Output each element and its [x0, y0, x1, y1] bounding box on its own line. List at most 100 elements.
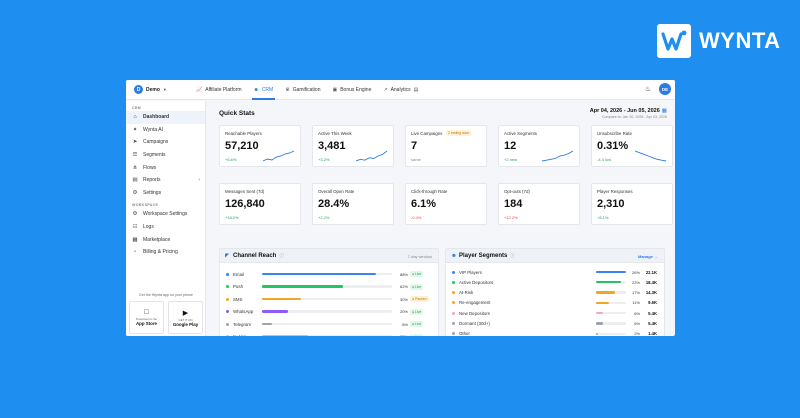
- app-window: D Demo ▼ 📈 Affiliate Platform ☻ CRM ♛ Ga…: [126, 80, 675, 336]
- tab-gamification[interactable]: ♛ Gamification: [279, 80, 326, 100]
- stat-label: Active Segments: [504, 131, 537, 136]
- channel-bar-fill: [262, 272, 377, 276]
- channel-bar: [262, 335, 392, 336]
- segment-dot: [452, 291, 455, 295]
- channel-row[interactable]: Push 62% ● Live: [220, 282, 438, 292]
- avatar[interactable]: DE: [659, 83, 671, 95]
- channel-dot: [226, 285, 229, 288]
- segment-row[interactable]: Dormant (30d+) 6% 5.4K: [446, 319, 664, 329]
- channel-row[interactable]: WhatsApp 20% ● Live: [220, 307, 438, 317]
- info-icon[interactable]: ⓘ: [279, 253, 284, 258]
- segment-row[interactable]: Active Depositors 22% 18.4K: [446, 277, 664, 287]
- stat-delta: +8.1%: [597, 215, 609, 220]
- date-range: Apr 04, 2026 - Jun 05, 2026: [589, 108, 660, 114]
- segment-bar-fill: [596, 332, 599, 335]
- channel-row[interactable]: SMS 30% ● Paused: [220, 294, 438, 304]
- stat-card[interactable]: Opt-outs (7d) 184 +12.2%: [498, 183, 580, 225]
- top-bar: D Demo ▼ 📈 Affiliate Platform ☻ CRM ♛ Ga…: [126, 80, 675, 100]
- channel-name: WhatsApp: [233, 309, 254, 314]
- stat-card[interactable]: Active This Week 3,481 +3.2%: [312, 125, 394, 167]
- sidebar-item-marketplace[interactable]: ▦ Marketplace: [126, 233, 205, 246]
- segment-row[interactable]: Other 2% 1.4K: [446, 329, 664, 336]
- google-play-button[interactable]: ▶ GET IT ON Google Play: [168, 301, 203, 334]
- store-small-text: Download on the: [136, 313, 157, 321]
- sidebar-item-billing[interactable]: ▫ Billing & Pricing: [126, 246, 205, 259]
- segment-count: 18.4K: [645, 279, 657, 285]
- date-range-picker[interactable]: Apr 04, 2026 - Jun 05, 2026 ▦ Compare to:…: [590, 108, 667, 119]
- stat-card[interactable]: Live Campaigns 2 ending soon 7 same: [405, 125, 487, 167]
- sparkline: [635, 150, 667, 162]
- tab-bonus-engine[interactable]: ▣ Bonus Engine: [326, 80, 377, 100]
- channel-bar: [262, 297, 392, 301]
- channel-percent: 88%: [399, 271, 408, 277]
- sidebar-item-flows[interactable]: ⋔ Flows: [126, 161, 205, 174]
- channel-name: Email: [233, 271, 244, 277]
- sidebar-item-settings[interactable]: ⚙ Settings: [126, 187, 205, 200]
- stat-card[interactable]: Click-through Rate 6.1% -0.4%: [405, 183, 487, 225]
- sidebar-item-segments[interactable]: ☰ Segments: [126, 149, 205, 162]
- segment-row[interactable]: Re-engagement 11% 9.6K: [446, 298, 664, 308]
- segment-row[interactable]: VIP Players 26% 22.1K: [446, 267, 664, 277]
- segment-count: 9.6K: [648, 300, 657, 306]
- bell-icon[interactable]: ♨: [644, 86, 651, 93]
- segment-dot: [452, 332, 455, 336]
- segment-count: 1.4K: [648, 331, 657, 336]
- channel-percent: 62%: [399, 284, 408, 289]
- app-store-button[interactable]:  Download on the App Store: [129, 301, 164, 334]
- tab-label: CRM: [261, 86, 274, 93]
- tab-affiliate-platform[interactable]: 📈 Affiliate Platform: [190, 80, 248, 100]
- player-segments-panel: ☻ Player Segments ⓘ Manage → VIP Players 2…: [445, 248, 665, 336]
- sidebar-item-label: Segments: [143, 152, 166, 159]
- sidebar-item-wynta-ai[interactable]: ✦ Wynta AI: [126, 124, 205, 137]
- sparkline-path: [635, 150, 667, 162]
- tab-analytics[interactable]: ↗ Analytics ▤: [377, 80, 427, 100]
- lock-icon: ▤: [413, 86, 419, 93]
- stat-card[interactable]: Player Responses 2,310 +8.1%: [591, 183, 673, 225]
- sidebar-item-logs[interactable]: ☷ Logs: [126, 221, 205, 234]
- sidebar-item-label: Settings: [143, 189, 162, 196]
- billing-icon: ▫: [134, 249, 136, 256]
- window-label: 7-day window: [407, 254, 432, 259]
- manage-link[interactable]: Manage →: [637, 254, 658, 259]
- flow-icon: ⋔: [132, 164, 138, 171]
- channel-bar: [262, 322, 392, 326]
- channel-row[interactable]: In-App 35%● Live: [220, 332, 438, 336]
- segment-row[interactable]: At-Risk 17% 14.3K: [446, 288, 664, 298]
- info-icon[interactable]: ⓘ: [510, 253, 515, 258]
- stat-card[interactable]: Overall Open Rate 28.4% +2.2%: [312, 183, 394, 225]
- stat-card[interactable]: Active Segments 12 +2 new: [498, 125, 580, 167]
- user-icon: ☻: [253, 86, 259, 93]
- google-play-icon: ▶: [182, 309, 189, 317]
- sidebar-item-dashboard[interactable]: ⌂ Dashboard: [126, 111, 205, 124]
- status-badge: ● Live: [410, 321, 424, 327]
- stat-label: Opt-outs (7d): [504, 189, 530, 194]
- workspace-switcher[interactable]: D Demo ▼: [134, 85, 190, 94]
- channel-name: SMS: [233, 296, 243, 302]
- panel-header: ☻ Player Segments ⓘ Manage →: [446, 249, 664, 263]
- stat-card[interactable]: Messages Sent (7d) 126,840 +18.2%: [219, 183, 301, 225]
- channel-dot: [226, 322, 229, 326]
- users-icon: ☻: [451, 253, 457, 259]
- logs-icon: ☷: [132, 224, 138, 231]
- channel-row[interactable]: Email 88% ● Live: [220, 269, 438, 279]
- stat-value: 184: [504, 198, 523, 210]
- stat-value: 3,481: [318, 140, 346, 152]
- tab-crm[interactable]: ☻ CRM: [248, 80, 280, 100]
- sidebar-item-workspace-settings[interactable]: ⚙ Workspace Settings: [126, 208, 205, 221]
- sparkle-icon: ✦: [132, 126, 138, 133]
- panel-title: Player Segments: [459, 253, 508, 259]
- stat-card[interactable]: Reachable Players 57,210 +6.6%: [219, 125, 301, 167]
- channel-row[interactable]: Telegram 8% ● Live: [220, 319, 438, 329]
- compare-range: Compare to: Jan 30, 2026 - Apr 03, 2026: [601, 115, 667, 119]
- channel-bar-fill: [262, 335, 308, 336]
- segment-count: 5.4K: [648, 321, 657, 326]
- stat-card[interactable]: Unsubscribe Rate 0.31% -4.4 low: [591, 125, 673, 167]
- sidebar-item-campaigns[interactable]: ➤ Campaigns: [126, 136, 205, 149]
- sparkline-path: [542, 150, 574, 162]
- tab-label: Affiliate Platform: [205, 86, 242, 93]
- segment-bar: [596, 322, 626, 325]
- channel-name: Push: [233, 284, 244, 289]
- sidebar-item-label: Marketplace: [143, 236, 171, 243]
- segment-row[interactable]: New Depositors 6% 5.4K: [446, 308, 664, 318]
- sidebar-item-reports[interactable]: ▤ Reports ›: [126, 174, 205, 187]
